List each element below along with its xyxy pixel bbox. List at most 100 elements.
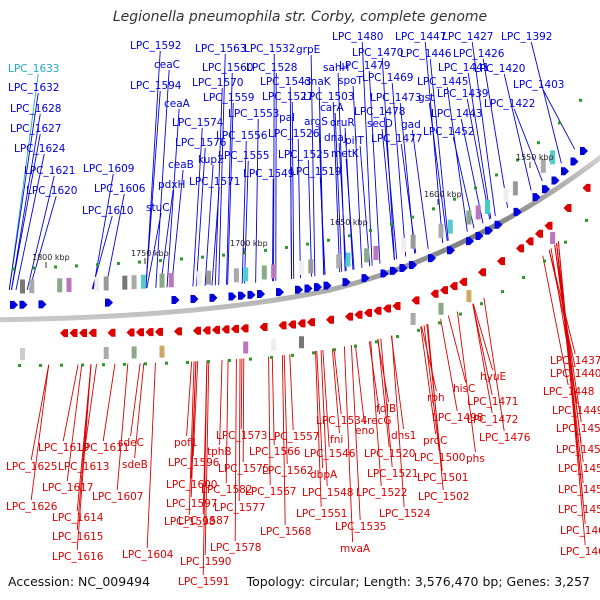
- reverse-gene-arrow[interactable]: [392, 302, 401, 311]
- gene-label-reverse[interactable]: LPC_1567: [245, 486, 297, 498]
- gene-label-reverse[interactable]: LPC_1472: [467, 414, 519, 426]
- gene-label-forward[interactable]: LPC_1592: [130, 40, 182, 52]
- reverse-gene-arrow[interactable]: [478, 268, 486, 277]
- forward-gene-arrow[interactable]: [304, 284, 313, 293]
- gene-label-reverse[interactable]: LPC_1575: [218, 463, 270, 475]
- gene-label-forward[interactable]: LPC_1445: [417, 76, 469, 88]
- gene-label-forward[interactable]: LPC_1628: [10, 103, 62, 115]
- gene-label-reverse[interactable]: sdeB: [122, 459, 148, 471]
- gene-label-reverse[interactable]: LPC_1476: [479, 432, 531, 444]
- reverse-gene-arrow[interactable]: [497, 257, 505, 266]
- gene-label-reverse[interactable]: LPC_1597: [166, 498, 218, 510]
- forward-gene-arrow[interactable]: [171, 295, 180, 304]
- forward-gene-arrow[interactable]: [323, 281, 332, 290]
- reverse-gene-arrow[interactable]: [174, 327, 182, 336]
- gene-label-forward[interactable]: secD: [367, 118, 393, 130]
- gene-label-reverse[interactable]: LPC_1546: [304, 448, 356, 460]
- gene-label-forward[interactable]: carA: [320, 102, 345, 114]
- gene-label-forward[interactable]: LPC_1473: [370, 92, 422, 104]
- reverse-gene-arrow[interactable]: [449, 282, 458, 291]
- gene-label-reverse[interactable]: LPC_1449: [552, 405, 600, 417]
- gene-label-forward[interactable]: pdxH: [158, 179, 185, 191]
- gene-label-reverse[interactable]: LPC_1498: [432, 412, 484, 424]
- gene-label-forward[interactable]: oruR: [330, 117, 355, 129]
- gene-label-reverse[interactable]: LPC_1582: [201, 484, 253, 496]
- forward-gene-arrow[interactable]: [513, 207, 522, 216]
- gene-label-reverse[interactable]: LPC_1462: [560, 546, 600, 558]
- forward-gene-arrow[interactable]: [380, 269, 389, 278]
- reverse-gene-arrow[interactable]: [383, 304, 391, 313]
- gene-label-forward[interactable]: dnaJ: [324, 132, 347, 144]
- gene-label-reverse[interactable]: hisC: [453, 383, 475, 395]
- gene-label-reverse[interactable]: LPC_1501: [417, 472, 469, 484]
- forward-gene-arrow[interactable]: [485, 226, 493, 235]
- reverse-gene-arrow[interactable]: [563, 204, 572, 213]
- gene-label-reverse[interactable]: LPC_1615: [52, 531, 104, 543]
- reverse-gene-arrow[interactable]: [202, 326, 211, 335]
- gene-label-reverse[interactable]: LPC_1502: [418, 491, 470, 503]
- gene-label-forward[interactable]: LPC_1525: [278, 149, 330, 161]
- gene-label-forward[interactable]: LPC_1479: [339, 60, 391, 72]
- gene-label-forward[interactable]: LPC_1503: [303, 91, 355, 103]
- gene-label-reverse[interactable]: LPC_1456: [558, 504, 600, 516]
- gene-label-reverse[interactable]: LPC_1626: [6, 501, 58, 513]
- gene-label-forward[interactable]: LPC_1606: [94, 183, 146, 195]
- gene-label-forward[interactable]: sahH: [323, 62, 349, 74]
- gene-label-reverse[interactable]: LPC_1557: [268, 431, 320, 443]
- reverse-gene-arrow[interactable]: [69, 329, 78, 338]
- gene-label-reverse[interactable]: LPC_1440: [550, 368, 600, 380]
- forward-gene-arrow[interactable]: [580, 147, 588, 156]
- reverse-gene-arrow[interactable]: [364, 308, 372, 317]
- gene-label-forward[interactable]: LPC_1576: [175, 137, 227, 149]
- gene-label-forward[interactable]: argS: [304, 116, 328, 128]
- gene-label-forward[interactable]: pal: [279, 112, 295, 124]
- gene-label-reverse[interactable]: fni: [330, 434, 343, 446]
- gene-label-forward[interactable]: ceaA: [164, 98, 191, 110]
- gene-label-forward[interactable]: ceaB: [168, 159, 194, 171]
- gene-label-reverse[interactable]: tphB: [207, 446, 232, 458]
- forward-gene-arrow[interactable]: [19, 300, 28, 309]
- reverse-gene-arrow[interactable]: [155, 327, 163, 336]
- gene-label-reverse[interactable]: LPC_1604: [122, 549, 174, 561]
- gene-label-reverse[interactable]: LPC_1614: [52, 512, 104, 524]
- forward-gene-arrow[interactable]: [475, 232, 484, 241]
- gene-label-reverse[interactable]: LPC_1591: [178, 576, 230, 588]
- gene-label-forward[interactable]: LPC_1560: [202, 62, 254, 74]
- gene-label-reverse[interactable]: LPC_1619: [38, 442, 90, 454]
- gene-label-forward[interactable]: LPC_1422: [484, 98, 536, 110]
- gene-label-forward[interactable]: LPC_1526: [268, 128, 320, 140]
- forward-gene-arrow[interactable]: [447, 246, 455, 255]
- gene-label-reverse[interactable]: mvaA: [340, 543, 371, 555]
- forward-gene-arrow[interactable]: [561, 167, 569, 176]
- gene-label-forward[interactable]: LPC_1478: [354, 106, 406, 118]
- gene-label-reverse[interactable]: LPC_1611: [78, 442, 130, 454]
- forward-gene-arrow[interactable]: [570, 157, 579, 166]
- gene-label-reverse[interactable]: LPC_1450: [556, 423, 600, 435]
- reverse-gene-arrow[interactable]: [126, 328, 135, 337]
- forward-gene-arrow[interactable]: [257, 290, 265, 299]
- gene-label-reverse[interactable]: LPC_1587: [178, 515, 230, 527]
- forward-gene-arrow[interactable]: [342, 278, 351, 287]
- gene-label-reverse[interactable]: LPC_1607: [92, 491, 144, 503]
- forward-gene-arrow[interactable]: [105, 298, 113, 307]
- gene-label-forward[interactable]: LPC_1627: [10, 123, 62, 135]
- forward-gene-arrow[interactable]: [10, 300, 18, 309]
- gene-label-reverse[interactable]: LPC_1551: [296, 508, 348, 520]
- gene-label-reverse[interactable]: LPC_1455: [558, 484, 600, 496]
- gene-label-forward[interactable]: LPC_1594: [130, 80, 182, 92]
- forward-gene-arrow[interactable]: [494, 220, 503, 229]
- reverse-gene-arrow[interactable]: [88, 328, 97, 337]
- gene-label-forward[interactable]: stuC: [146, 202, 170, 214]
- reverse-gene-arrow[interactable]: [516, 244, 524, 253]
- forward-gene-arrow[interactable]: [551, 176, 560, 185]
- gene-label-forward[interactable]: LPC_1621: [24, 165, 76, 177]
- gene-label-reverse[interactable]: hyuE: [480, 371, 506, 383]
- gene-label-forward[interactable]: LPC_1632: [8, 82, 60, 94]
- forward-gene-arrow[interactable]: [276, 288, 284, 297]
- forward-gene-arrow[interactable]: [390, 266, 398, 275]
- gene-label-reverse[interactable]: folB: [376, 403, 396, 415]
- forward-gene-arrow[interactable]: [399, 264, 408, 273]
- gene-label-reverse[interactable]: LPC_1573: [216, 430, 268, 442]
- reverse-gene-arrow[interactable]: [79, 329, 87, 338]
- forward-gene-arrow[interactable]: [238, 291, 246, 300]
